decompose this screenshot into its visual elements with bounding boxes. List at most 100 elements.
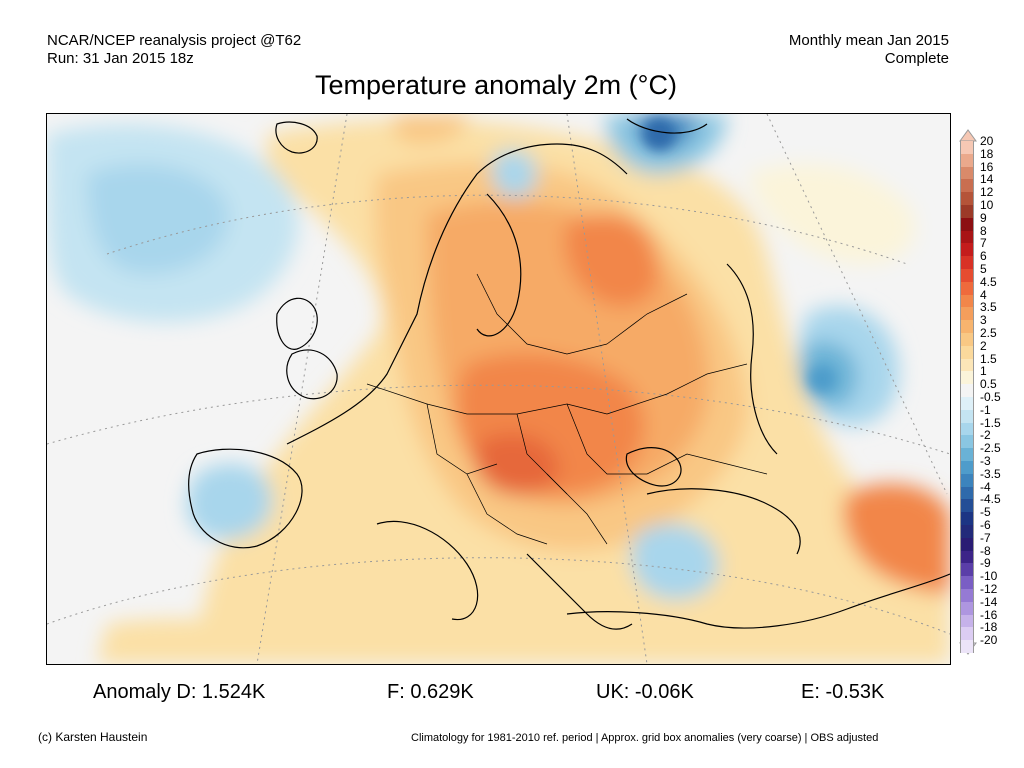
legend-swatch xyxy=(960,166,974,180)
period-label: Monthly mean Jan 2015 xyxy=(788,32,949,49)
legend-swatch xyxy=(960,627,974,641)
legend-label: 6 xyxy=(980,249,987,264)
methodology-note: Climatology for 1981-2010 ref. period | … xyxy=(411,732,879,744)
anomaly-uk: UK: -0.06K xyxy=(596,681,694,703)
legend-swatch xyxy=(960,589,974,602)
map-title: Temperature anomaly 2m (°C) xyxy=(315,70,677,100)
legend-label: 7 xyxy=(980,236,987,251)
legend-swatch xyxy=(960,435,974,449)
legend-swatch xyxy=(960,473,974,487)
legend-label: -9 xyxy=(980,556,991,571)
legend-swatch xyxy=(960,153,974,167)
legend-swatch xyxy=(960,307,974,321)
legend-swatch xyxy=(960,614,974,628)
legend-label: 14 xyxy=(980,172,994,187)
legend-label: -2.5 xyxy=(980,441,1001,456)
legend-swatch xyxy=(960,550,974,564)
legend-swatch xyxy=(960,499,974,513)
legend-swatch xyxy=(960,192,974,205)
legend-label: -6 xyxy=(980,518,991,532)
legend-swatch xyxy=(960,563,974,577)
legend-swatch xyxy=(960,333,974,346)
legend-label: 3 xyxy=(980,313,987,328)
legend-label: -16 xyxy=(980,607,998,622)
legend-swatch xyxy=(960,141,974,154)
legend-label: 8 xyxy=(980,223,987,238)
legend-label: -5 xyxy=(980,505,991,520)
legend-label: -2 xyxy=(980,428,991,443)
legend-label: -7 xyxy=(980,530,991,545)
legend-label: 4 xyxy=(980,287,987,302)
legend-label: -0.5 xyxy=(980,390,1001,404)
legend-label: 9 xyxy=(980,210,987,225)
status-label: Complete xyxy=(884,50,949,67)
legend-swatch xyxy=(960,461,974,474)
anomaly-germany: Anomaly D: 1.524K xyxy=(93,681,266,703)
legend-swatch xyxy=(960,205,974,218)
legend-swatch xyxy=(960,537,974,551)
legend-label: 10 xyxy=(980,198,994,212)
legend-label: 12 xyxy=(980,185,994,200)
legend-label: 2.5 xyxy=(980,326,997,340)
legend-swatch xyxy=(960,256,974,269)
legend-label: -4 xyxy=(980,479,991,494)
legend-label: 2 xyxy=(980,338,987,353)
legend-swatch xyxy=(960,384,974,397)
header-right: Monthly mean Jan 2015 Complete xyxy=(789,32,949,68)
run-label: Run: 31 Jan 2015 18z xyxy=(47,50,194,67)
legend-label: -1.5 xyxy=(980,415,1001,430)
legend-swatch xyxy=(960,281,974,295)
legend-swatch xyxy=(960,640,974,653)
anomaly-field xyxy=(47,114,950,664)
legend-label: -1 xyxy=(980,402,991,417)
legend-swatch xyxy=(960,576,974,589)
legend-label: 0.5 xyxy=(980,377,997,392)
legend-swatch xyxy=(960,294,974,308)
header-left: NCAR/NCEP reanalysis project @T62 Run: 3… xyxy=(47,32,301,68)
legend-swatch xyxy=(960,409,974,423)
legend-label: 4.5 xyxy=(980,274,997,289)
legend-swatch xyxy=(960,179,974,193)
legend-label: 3.5 xyxy=(980,300,997,315)
legend-swatch xyxy=(960,320,974,333)
legend-label: -8 xyxy=(980,543,991,558)
legend-swatch xyxy=(960,230,974,244)
legend-label: -4.5 xyxy=(980,492,1001,507)
cold-core-spots xyxy=(643,118,836,393)
legend-label: 18 xyxy=(980,146,994,161)
color-legend: 20 18 16 14 12 10 9 8 7 6 5 4.5 4 3.5 3 2.5 2 1.5 1 0.5 -0.5… xyxy=(958,128,1018,656)
anomaly-france: F: 0.629K xyxy=(387,681,474,703)
legend-swatch xyxy=(960,422,974,436)
legend-swatch xyxy=(960,525,974,538)
legend-label: 20 xyxy=(980,134,994,148)
legend-swatch xyxy=(960,269,974,282)
legend-label: -3.5 xyxy=(980,466,1001,481)
legend-label: -14 xyxy=(980,594,998,609)
legend-swatch xyxy=(960,371,974,385)
legend-swatch xyxy=(960,448,974,461)
legend-swatch xyxy=(960,486,974,500)
anomaly-europe: E: -0.53K xyxy=(801,681,885,703)
legend-label: 1.5 xyxy=(980,351,997,366)
legend-label: 5 xyxy=(980,262,987,276)
coastlines xyxy=(188,118,950,630)
legend-label: -20 xyxy=(980,633,998,648)
graticule xyxy=(47,114,950,664)
legend-label: 16 xyxy=(980,159,994,174)
anomaly-map xyxy=(46,113,951,665)
legend-label: -18 xyxy=(980,620,998,635)
copyright: (c) Karsten Haustein xyxy=(38,730,148,744)
legend-swatch xyxy=(960,243,974,257)
legend-swatch xyxy=(960,397,974,410)
legend-swatch xyxy=(960,512,974,525)
source-label: NCAR/NCEP reanalysis project @T62 xyxy=(47,32,302,49)
legend-label: -10 xyxy=(980,569,998,584)
legend-label: -12 xyxy=(980,582,998,596)
legend-swatch xyxy=(960,217,974,231)
legend-swatch xyxy=(960,358,974,372)
country-borders xyxy=(366,273,768,545)
legend-swatch xyxy=(960,345,974,359)
legend-label: 1 xyxy=(980,364,987,379)
legend-label: -3 xyxy=(980,454,991,468)
legend-swatch xyxy=(960,601,974,615)
